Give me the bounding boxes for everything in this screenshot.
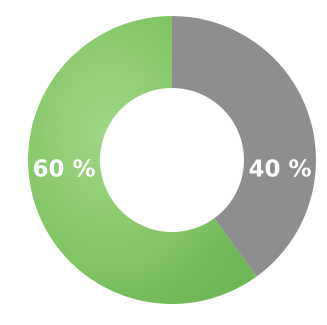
donut-slice (27, 16, 257, 305)
value-label: 40 % (248, 157, 311, 183)
value-label: 60 % (32, 157, 95, 183)
donut-slice (172, 16, 316, 277)
